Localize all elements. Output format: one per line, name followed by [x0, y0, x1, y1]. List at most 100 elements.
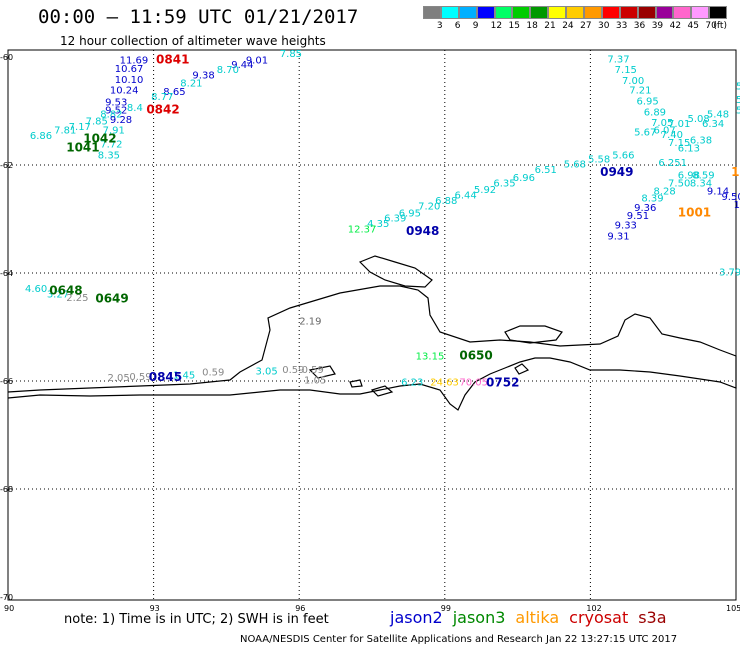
- satellite-legend-item: jason3: [452, 608, 506, 627]
- legend-swatch: [548, 6, 567, 19]
- axis-ticks: 90 93 96 99 102 105 -60 -62 -64 -66 -68 -70: [0, 53, 740, 613]
- legend-label: 3: [436, 21, 443, 31]
- wave-height-value: 8.59: [692, 171, 714, 182]
- wave-height-value: 7.50: [668, 179, 690, 190]
- color-legend: [423, 6, 728, 19]
- legend-label: 6: [454, 21, 461, 31]
- lat-tick-label: -60: [0, 53, 13, 62]
- wave-height-value: 8.35: [98, 151, 120, 162]
- wave-height-value: 7.20: [418, 201, 440, 212]
- wave-height-value: 9.31: [607, 232, 629, 243]
- wave-height-value: 4.60: [25, 284, 47, 295]
- wave-height-value: 5.58: [588, 154, 610, 165]
- map-subtitle: 12 hour collection of altimeter wave hei…: [60, 34, 326, 48]
- pass-time-label: 0650: [459, 348, 492, 362]
- wave-height-value: 9.36: [634, 203, 656, 214]
- lat-tick-label: -64: [0, 269, 13, 278]
- wave-height-value: 0.59: [129, 372, 151, 383]
- wave-height-value: 10.67: [115, 64, 144, 75]
- satellite-legend-item: altika: [515, 608, 560, 627]
- legend-label: 21: [544, 21, 556, 31]
- wave-height-value: 7.81: [54, 126, 76, 137]
- wave-height-value: 6.251: [658, 158, 687, 169]
- pass-time-label: 0949: [600, 165, 633, 179]
- wave-height-value: 6.07: [653, 126, 675, 137]
- wave-height-value: 5.08: [687, 114, 709, 125]
- wave-height-value: 6.95: [637, 97, 659, 108]
- legend-swatch: [601, 6, 620, 19]
- legend-label: 30: [598, 21, 610, 31]
- legend-swatch: [458, 6, 477, 19]
- wave-height-value: 9.28: [110, 115, 132, 126]
- wave-height-value: 12.37: [348, 225, 377, 236]
- legend-swatch: [691, 6, 710, 19]
- wave-height-value: 6.96: [513, 173, 535, 184]
- wave-height-value: 8.21: [180, 79, 202, 90]
- wave-height-value: 5.2: [736, 81, 740, 92]
- legend-label: 27: [580, 21, 592, 31]
- legend-label: 42: [669, 21, 682, 31]
- pass-time-label: 0845: [149, 370, 182, 384]
- wave-height-value: 7.37: [607, 54, 629, 65]
- coastline-main: [7, 285, 737, 411]
- wave-height-value: 9.01: [246, 55, 268, 66]
- legend-swatch: [619, 6, 638, 19]
- wave-height-value: 7.00: [622, 76, 644, 87]
- wave-height-value: 7.15: [668, 138, 690, 149]
- legend-swatch: [530, 6, 549, 19]
- legend-label: 45: [687, 21, 699, 31]
- wave-height-value: 9.14: [707, 187, 729, 198]
- pass-time-label: 1001: [678, 205, 711, 219]
- legend-swatch: [709, 6, 728, 19]
- wave-height-value: 6.39: [384, 214, 406, 225]
- legend-swatch: [655, 6, 674, 19]
- coastline: [7, 255, 737, 411]
- coastline-island-1: [358, 255, 433, 288]
- wave-height-value: 6.38: [690, 135, 712, 146]
- wave-height-value: 5.7: [736, 95, 740, 106]
- wave-height-value: 9.50: [721, 192, 740, 203]
- wave-height-value: 8.39: [641, 194, 663, 205]
- wave-height-value: 6.13: [678, 144, 700, 155]
- wave-height-value: 9.51: [627, 211, 649, 222]
- wave-height-value: 3.79: [719, 268, 740, 279]
- wave-height-value: 7.17: [69, 122, 91, 133]
- legend-swatch: [512, 6, 531, 19]
- wave-height-value: 2.19: [299, 316, 321, 327]
- wave-height-value: 3.27: [47, 289, 69, 300]
- pass-time-label: 0948: [406, 224, 439, 238]
- legend-swatch: [584, 6, 602, 19]
- legend-swatch: [423, 6, 441, 19]
- wave-height-value: 6.35: [493, 179, 515, 190]
- legend-label: 12: [490, 21, 503, 31]
- wave-height-value: 6.23: [401, 377, 423, 388]
- lon-tick-label: 93: [150, 604, 160, 613]
- wave-height-value: 7.21: [629, 86, 651, 97]
- wave-height-value: 9.53: [105, 98, 127, 109]
- wave-height-value: 6.89: [644, 107, 666, 118]
- wave-height-value: 3.05: [256, 367, 278, 378]
- lat-tick-label: -62: [0, 161, 13, 170]
- pass-time-label: 0842: [146, 103, 179, 117]
- legend-label: 9: [472, 21, 479, 31]
- satellite-legend: jason2 jason3 altika cryosat s3a: [390, 608, 677, 627]
- credit-text: NOAA/NESDIS Center for Satellite Applica…: [240, 634, 678, 645]
- pass-time-label: 0841: [156, 52, 189, 66]
- wave-height-value: 9.44: [231, 60, 253, 71]
- satellite-legend-item: s3a: [638, 608, 667, 627]
- pass-time-label: 1001: [731, 165, 740, 179]
- wave-height-value: 5.92: [474, 185, 496, 196]
- satellite-legend-item: jason2: [390, 608, 443, 627]
- wave-height-value: 5.68: [564, 160, 586, 171]
- wave-height-value: 7.40: [661, 130, 683, 141]
- wave-height-value: 6.51: [535, 165, 557, 176]
- wave-height-value: 6.95: [399, 208, 421, 219]
- pass-time-label: 1041: [66, 141, 99, 155]
- wave-height-value: 13.15: [416, 351, 445, 362]
- legend-swatch: [566, 6, 585, 19]
- pass-time-label: 0752: [486, 375, 519, 389]
- lon-tick-label: 96: [295, 604, 305, 613]
- wave-height-value: 8.70: [217, 65, 239, 76]
- wave-height-value: 5.66: [612, 151, 634, 162]
- wave-height-value: 5.48: [707, 109, 729, 120]
